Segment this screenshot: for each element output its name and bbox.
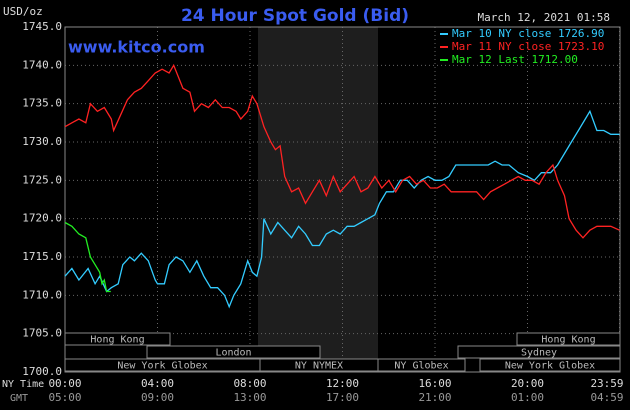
- y-tick-label: 1700.0: [22, 365, 62, 378]
- x-tick-label: 20:00: [511, 377, 544, 390]
- series-line: [64, 63, 620, 239]
- session-label: NY Globex: [394, 361, 448, 372]
- legend-label: Mar 12 Last 1712.00: [452, 53, 578, 66]
- session-label: Sydney: [521, 348, 557, 359]
- x2-tick-label: 09:00: [141, 391, 174, 404]
- x2-tick-label: 05:00: [48, 391, 81, 404]
- session-label: New York Globex: [505, 361, 595, 372]
- x-tick-label: 08:00: [233, 377, 266, 390]
- session-box: [457, 345, 621, 359]
- x-tick-label: 04:00: [141, 377, 174, 390]
- series-line: [64, 221, 111, 293]
- session-box: [146, 345, 321, 359]
- subtitle: www.kitco.com: [68, 38, 205, 57]
- legend-label: Mar 11 NY close 1723.10: [452, 40, 604, 53]
- timestamp: March 12, 2021 01:58: [478, 11, 610, 24]
- x2-tick-label: 21:00: [418, 391, 451, 404]
- y-tick-label: 1705.0: [22, 327, 62, 340]
- session-label: Hong Kong: [541, 335, 595, 346]
- session-label: NY NYMEX: [295, 361, 343, 372]
- x2-axis-label: GMT: [10, 393, 28, 404]
- y-tick-label: 1745.0: [22, 20, 62, 33]
- session-label: Hong Kong: [90, 335, 144, 346]
- series-line: [64, 109, 620, 309]
- y-tick-label: 1720.0: [22, 212, 62, 225]
- plot-frame: [64, 26, 621, 373]
- y-tick-label: 1710.0: [22, 288, 62, 301]
- session-label: New York Globex: [117, 361, 207, 372]
- y-tick-label: 1735.0: [22, 97, 62, 110]
- session-box: [64, 332, 171, 346]
- session-box: [516, 332, 621, 346]
- x2-tick-label: 13:00: [233, 391, 266, 404]
- x-tick-label: 00:00: [48, 377, 81, 390]
- x2-tick-label: 17:00: [326, 391, 359, 404]
- x-tick-label: 23:59: [590, 377, 623, 390]
- legend-label: Mar 10 NY close 1726.90: [452, 27, 604, 40]
- x2-tick-label: 01:00: [511, 391, 544, 404]
- y-tick-label: 1740.0: [22, 58, 62, 71]
- session-label: London: [215, 348, 251, 359]
- y-tick-label: 1725.0: [22, 173, 62, 186]
- x-axis-label: NY Time: [2, 379, 44, 390]
- x-tick-label: 12:00: [326, 377, 359, 390]
- y-axis-label: USD/oz: [3, 5, 43, 18]
- y-tick-label: 1715.0: [22, 250, 62, 263]
- y-tick-label: 1730.0: [22, 135, 62, 148]
- x2-tick-label: 04:59: [590, 391, 623, 404]
- session-box: [479, 358, 621, 372]
- session-box: [377, 358, 466, 372]
- x-tick-label: 16:00: [418, 377, 451, 390]
- shaded-session: [258, 27, 378, 372]
- chart-title: 24 Hour Spot Gold (Bid): [181, 6, 409, 26]
